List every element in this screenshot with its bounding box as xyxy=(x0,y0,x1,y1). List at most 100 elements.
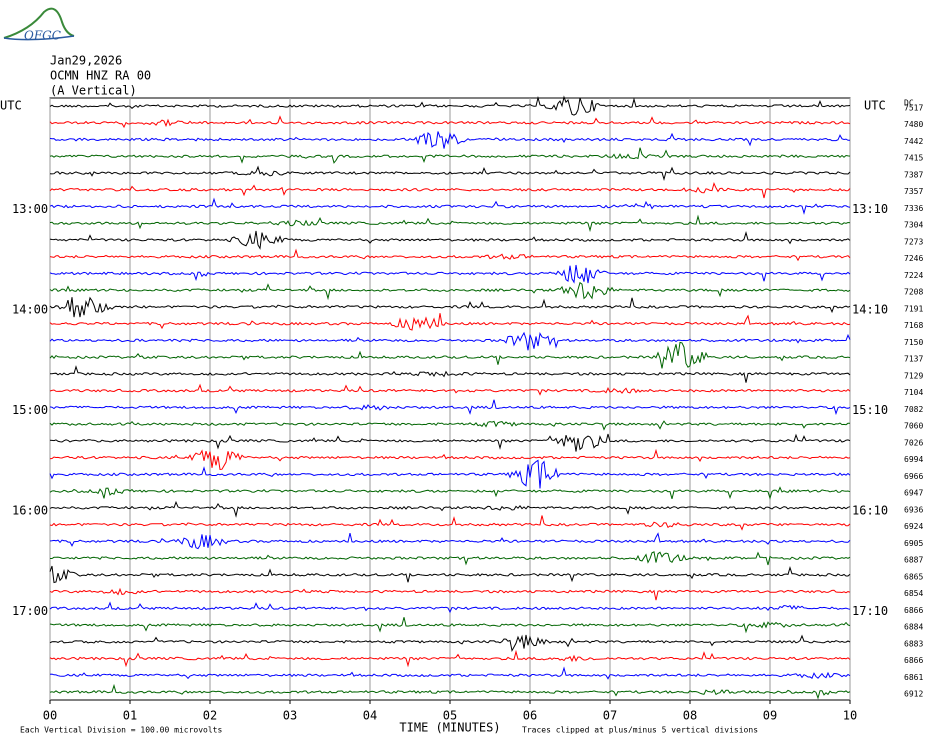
trace xyxy=(49,617,851,634)
trace xyxy=(49,182,851,199)
row-label-right: 14:10 xyxy=(852,302,888,316)
row-value: 6883 xyxy=(904,639,923,648)
row-value: 6866 xyxy=(904,656,923,665)
logo-text: OFGC xyxy=(24,29,61,43)
x-tick-label: 06 xyxy=(523,709,537,723)
date: Jan29,2026 xyxy=(50,54,122,68)
row-value: 6924 xyxy=(904,522,923,531)
row-value: 7357 xyxy=(904,187,923,196)
row-value: 7415 xyxy=(904,154,923,163)
row-value: 6905 xyxy=(904,539,923,548)
component: (A Vertical) xyxy=(50,84,137,98)
row-value: 7060 xyxy=(904,422,923,431)
trace xyxy=(49,365,851,383)
row-label: 13:00 xyxy=(12,202,48,216)
trace xyxy=(49,383,851,396)
trace xyxy=(49,532,851,550)
trace xyxy=(49,264,851,284)
trace xyxy=(49,214,851,233)
row-value: 7137 xyxy=(904,355,923,364)
row-label: 16:00 xyxy=(12,503,48,517)
row-value: 7442 xyxy=(904,137,923,146)
x-tick-label: 07 xyxy=(603,709,617,723)
x-tick-label: 05 xyxy=(443,709,457,723)
x-tick-label: 03 xyxy=(283,709,297,723)
row-value: 6865 xyxy=(904,572,923,581)
row-value: 7273 xyxy=(904,237,923,246)
left-axis-title: UTC xyxy=(0,99,22,113)
x-tick-label: 00 xyxy=(43,709,57,723)
row-value: 7208 xyxy=(904,288,923,297)
trace xyxy=(49,433,851,452)
trace xyxy=(49,147,851,164)
x-tick-label: 01 xyxy=(123,709,137,723)
trace xyxy=(49,313,851,331)
x-tick-label: 08 xyxy=(683,709,697,723)
trace xyxy=(49,399,851,416)
row-value: 6887 xyxy=(904,556,923,565)
x-tick-label: 02 xyxy=(203,709,217,723)
trace xyxy=(49,165,851,182)
right-axis-title: UTC xyxy=(864,99,886,113)
row-value: 7387 xyxy=(904,170,923,179)
row-value: 6854 xyxy=(904,589,923,598)
station: OCMN HNZ RA 00 xyxy=(50,69,151,83)
row-value: 6947 xyxy=(904,489,923,498)
trace xyxy=(49,515,851,531)
trace xyxy=(49,565,851,584)
trace xyxy=(49,649,851,668)
row-label-right: 15:10 xyxy=(852,403,888,417)
trace xyxy=(49,248,851,262)
trace xyxy=(49,296,851,318)
trace xyxy=(49,500,851,518)
x-tick-label: 04 xyxy=(363,709,377,723)
x-tick-label: 10 xyxy=(843,709,857,723)
trace xyxy=(49,131,850,149)
row-value: 7304 xyxy=(904,221,923,230)
row-value: 7246 xyxy=(904,254,923,263)
row-label: 17:00 xyxy=(12,604,48,618)
logo-mark xyxy=(3,35,75,41)
row-value: 7224 xyxy=(904,271,923,280)
logo-mark xyxy=(3,7,75,39)
scale-note: Each Vertical Division = 100.00 microvol… xyxy=(20,726,222,735)
trace xyxy=(49,281,851,301)
row-value: 6861 xyxy=(904,673,923,682)
trace xyxy=(49,634,851,653)
trace xyxy=(49,197,851,215)
row-value: 7129 xyxy=(904,371,923,380)
row-label-right: 17:10 xyxy=(852,604,888,618)
row-value: 7082 xyxy=(904,405,923,414)
trace xyxy=(49,459,851,489)
x-tick-label: 09 xyxy=(763,709,777,723)
row-value: 7150 xyxy=(904,338,923,347)
trace xyxy=(49,341,851,369)
row-label-right: 16:10 xyxy=(852,503,888,517)
row-label-right: 13:10 xyxy=(852,202,888,216)
row-value: 6936 xyxy=(904,505,923,514)
clip-note: Traces clipped at plus/minus 5 vertical … xyxy=(522,726,758,735)
trace xyxy=(49,601,851,614)
trace xyxy=(49,115,851,129)
row-value: 7336 xyxy=(904,204,923,213)
row-label: 15:00 xyxy=(12,403,48,417)
row-value: 7191 xyxy=(904,304,923,313)
row-value: 6966 xyxy=(904,472,923,481)
row-value: 7104 xyxy=(904,388,923,397)
row-value: 6884 xyxy=(904,623,923,632)
row-value: 7026 xyxy=(904,438,923,447)
row-value: 7168 xyxy=(904,321,923,330)
row-value: 6912 xyxy=(904,690,923,699)
row-value: 7480 xyxy=(904,120,923,129)
row-label: 14:00 xyxy=(12,302,48,316)
trace xyxy=(49,420,850,431)
right-values-title: DC xyxy=(904,99,914,108)
trace xyxy=(49,486,851,500)
row-value: 7517 xyxy=(904,104,923,113)
trace xyxy=(49,448,851,470)
row-value: 6866 xyxy=(904,606,923,615)
trace xyxy=(49,666,851,680)
row-value: 6994 xyxy=(904,455,923,464)
x-axis-title: TIME (MINUTES) xyxy=(399,721,500,735)
